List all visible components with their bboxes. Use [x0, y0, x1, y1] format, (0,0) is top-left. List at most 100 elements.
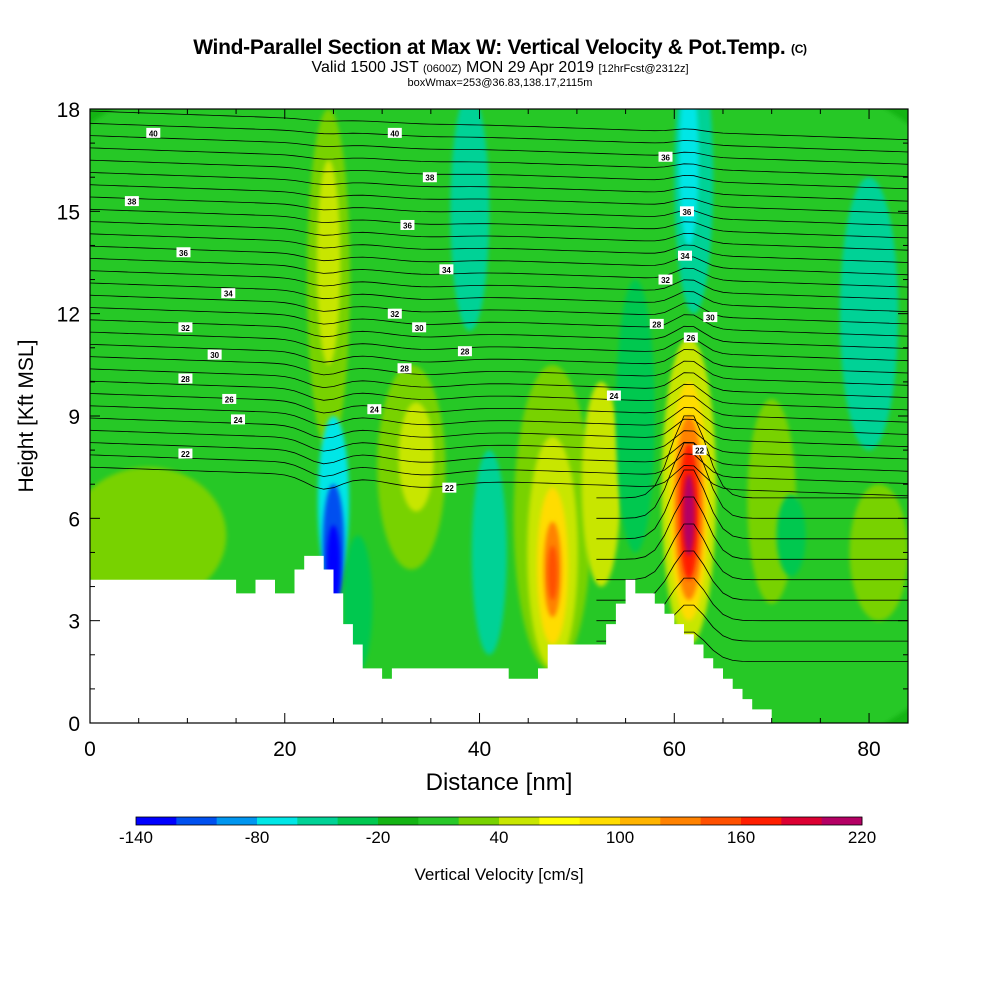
chart-box-info: boxWmax=253@36.83,138.17,2115m: [407, 77, 593, 89]
svg-text:24: 24: [370, 406, 379, 415]
isotherm-label-1: 38: [124, 196, 139, 207]
svg-text:32: 32: [390, 310, 399, 319]
isotherm-line-24: [90, 172, 908, 202]
colorbar-swatch-11: [579, 817, 621, 825]
isotherm-label-18: 24: [367, 404, 382, 415]
svg-text:38: 38: [425, 174, 434, 183]
isotherm-label-15: 30: [412, 322, 427, 333]
svg-text:22: 22: [695, 447, 704, 456]
y-tick-label-6: 18: [57, 99, 80, 122]
colorbar-swatch-16: [781, 817, 823, 825]
colorbar-label: Vertical Velocity [cm/s]: [414, 865, 583, 884]
y-tick-label-3: 9: [68, 406, 80, 429]
lower-isotherm-2: [596, 469, 908, 540]
svg-text:22: 22: [445, 484, 454, 493]
y-axis-label: Height [Kft MSL]: [15, 340, 38, 493]
isotherm-line-5: [90, 405, 908, 435]
lower-isotherm-0: [596, 415, 908, 499]
colorbar-swatch-1: [176, 817, 218, 825]
isotherm-label-2: 36: [176, 247, 191, 258]
svg-text:40: 40: [149, 129, 158, 138]
colorbar-swatch-17: [821, 817, 863, 825]
isotherm-line-1: [90, 453, 908, 484]
isotherm-label-16: 28: [397, 363, 412, 374]
isotherm-line-4: [90, 417, 908, 448]
terrain-mask: [90, 555, 908, 723]
isotherm-label-6: 28: [178, 373, 193, 384]
colorbar-swatch-7: [418, 817, 460, 825]
svg-text:28: 28: [652, 320, 661, 329]
isotherm-line-3: [90, 429, 908, 460]
isotherm-label-13: 34: [439, 264, 454, 275]
velocity-contour-25: [839, 177, 899, 451]
isotherm-line-25: [90, 159, 908, 190]
isotherm-line-27: [90, 135, 908, 165]
lower-isotherm-4: [596, 523, 908, 581]
isotherm-line-8: [90, 368, 908, 398]
velocity-contour-22: [683, 473, 695, 556]
svg-text:28: 28: [460, 348, 469, 357]
isotherm-label-9: 22: [178, 448, 193, 459]
svg-text:36: 36: [682, 208, 691, 217]
isotherm-line-26: [90, 147, 908, 177]
colorbar-swatch-10: [539, 817, 581, 825]
isotherm-line-22: [90, 196, 908, 227]
isotherm-line-12: [90, 319, 908, 349]
isotherm-label-10: 40: [387, 127, 402, 138]
svg-text:36: 36: [661, 153, 670, 162]
lower-isotherm-3: [596, 496, 908, 560]
velocity-contour-17: [615, 279, 655, 553]
svg-text:22: 22: [181, 450, 190, 459]
svg-text:32: 32: [181, 324, 190, 333]
y-tick-label-2: 6: [68, 508, 80, 531]
colorbar-swatch-2: [216, 817, 258, 825]
isotherm-line-15: [90, 282, 908, 312]
isotherm-label-5: 30: [207, 349, 222, 360]
isotherm-label-25: 28: [649, 318, 664, 329]
y-tick-label-0: 0: [68, 713, 80, 736]
isotherm-line-0: [90, 465, 908, 497]
svg-text:34: 34: [681, 252, 690, 261]
colorbar-tick-1: -80: [245, 828, 270, 847]
colorbar-swatch-5: [337, 817, 379, 825]
velocity-contour-14: [581, 381, 621, 587]
isotherm-line-23: [90, 184, 908, 214]
x-tick-label-1: 20: [273, 738, 296, 761]
colorbar-tick-6: 220: [848, 828, 876, 847]
velocity-contour-16: [679, 109, 699, 246]
velocity-contour-7: [471, 450, 507, 655]
chart-title: Wind-Parallel Section at Max W: Vertical…: [193, 36, 807, 59]
isotherm-line-18: [90, 245, 908, 276]
velocity-contour-5: [398, 402, 434, 512]
colorbar-swatch-0: [136, 817, 177, 825]
isotherm-label-22: 34: [677, 250, 692, 261]
x-tick-label-4: 80: [857, 738, 880, 761]
isotherm-line-19: [90, 233, 908, 263]
colorbar-swatch-14: [700, 817, 742, 825]
y-tick-label-1: 3: [68, 611, 80, 634]
velocity-contour-1: [90, 467, 227, 604]
isotherm-label-27: 24: [606, 390, 621, 401]
isotherm-label-12: 36: [400, 219, 415, 230]
chart-subtitle: Valid 1500 JST (0600Z) MON 29 Apr 2019 […: [311, 59, 689, 76]
isotherm-label-17: 28: [457, 346, 472, 357]
svg-text:30: 30: [415, 324, 424, 333]
svg-text:36: 36: [403, 221, 412, 230]
isotherm-label-7: 26: [222, 393, 237, 404]
colorbar-swatch-3: [257, 817, 298, 825]
isotherm-line-9: [90, 356, 908, 386]
isotherm-label-14: 32: [387, 308, 402, 319]
svg-text:28: 28: [181, 375, 190, 384]
colorbar-swatch-9: [499, 817, 540, 825]
colorbar-tick-0: -140: [119, 828, 153, 847]
isotherm-label-28: 22: [692, 445, 707, 456]
colorbar-tick-3: 40: [490, 828, 509, 847]
svg-text:28: 28: [400, 365, 409, 374]
isotherm-line-10: [90, 344, 908, 374]
isotherm-line-21: [90, 208, 908, 239]
x-tick-label-3: 60: [663, 738, 686, 761]
svg-text:40: 40: [390, 129, 399, 138]
isotherm-line-2: [90, 441, 908, 472]
isotherm-label-20: 36: [658, 151, 673, 162]
colorbar: -140 -80 -20 40 100 160 220: [119, 816, 876, 847]
